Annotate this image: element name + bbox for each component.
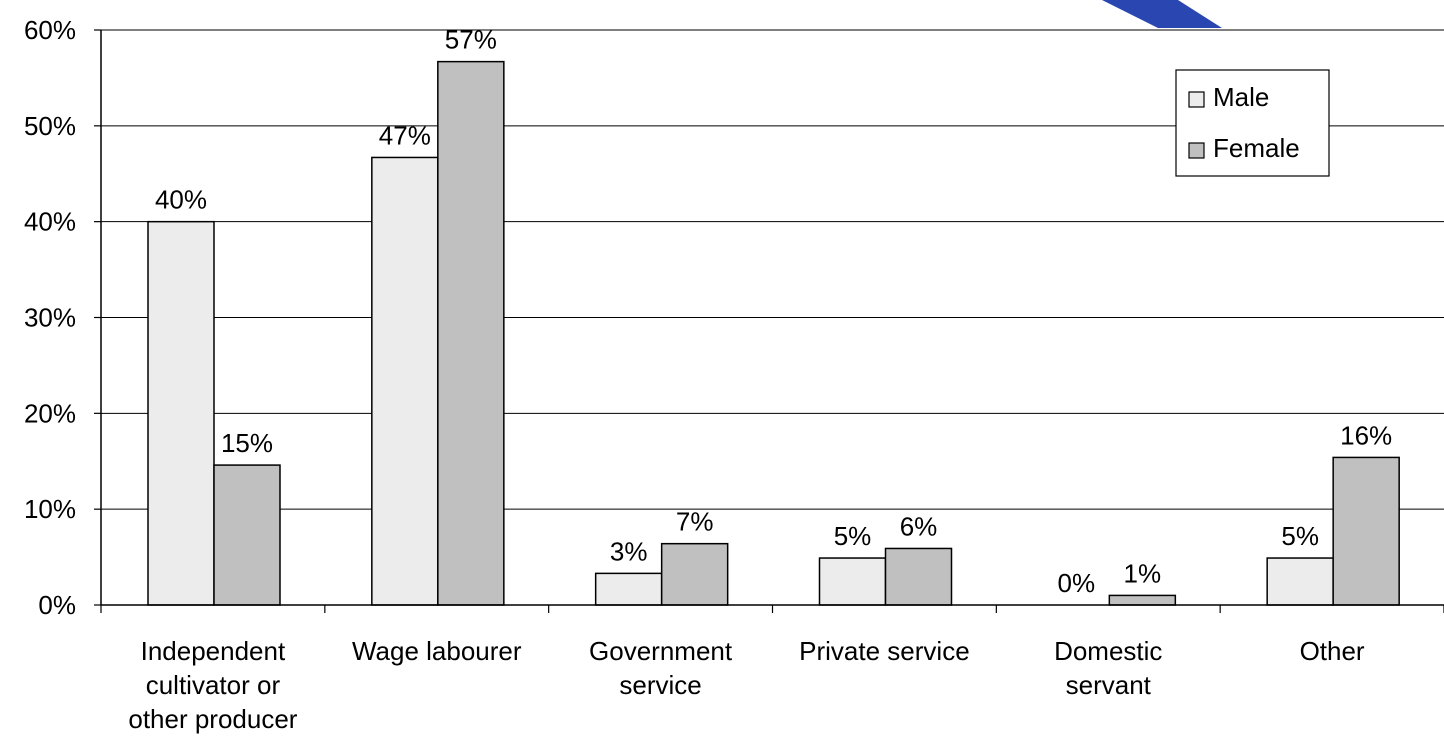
data-label: 0%: [1058, 568, 1096, 598]
bar-female: [1108, 594, 1177, 606]
legend-label-female: Female: [1213, 133, 1300, 163]
y-axis: 0% 10% 20% 30% 40% 50% 60%: [24, 15, 102, 620]
legend-swatch-female: [1188, 142, 1205, 159]
bar-male: [594, 572, 663, 606]
data-label: 3%: [610, 536, 648, 566]
y-tick-label: 20%: [24, 398, 76, 428]
data-label: 57%: [445, 25, 497, 55]
x-axis: Independent cultivator or other producer Wa…: [100, 604, 1444, 734]
corner-decoration: [1102, 0, 1222, 28]
category-label: Domestic servant: [1054, 636, 1162, 700]
y-tick-label: 10%: [24, 494, 76, 524]
bars: 40% 15% 47% 57% 3% 7% 5% 6% 0% 1% 5% 16%: [147, 25, 1400, 606]
bar-female: [213, 464, 281, 606]
legend: Male Female: [1175, 69, 1330, 177]
category-label: Other: [1300, 636, 1365, 666]
data-label: 16%: [1340, 420, 1392, 450]
bar-female: [1332, 456, 1400, 606]
y-tick-label: 40%: [24, 207, 76, 237]
data-label: 6%: [900, 511, 938, 541]
data-label: 5%: [1281, 521, 1319, 551]
category-label: Independent cultivator or other producer: [128, 636, 297, 734]
legend-swatch-male: [1188, 91, 1205, 108]
bar-female: [884, 547, 953, 606]
bar-female: [660, 542, 729, 606]
bar-female: [437, 60, 505, 606]
data-label: 7%: [676, 507, 714, 537]
y-tick-label: 60%: [24, 15, 76, 45]
data-label: 47%: [379, 120, 431, 150]
data-label: 15%: [221, 428, 273, 458]
data-label: 5%: [834, 521, 872, 551]
bar-male: [371, 156, 439, 606]
category-label: Wage labourer: [352, 636, 522, 666]
data-label: 40%: [155, 185, 207, 215]
category-label: Government service: [589, 636, 733, 700]
legend-label-male: Male: [1213, 82, 1269, 112]
y-tick-label: 30%: [24, 303, 76, 333]
bar-male: [1266, 557, 1334, 606]
category-label: Private service: [799, 636, 970, 666]
y-tick-label: 0%: [38, 590, 76, 620]
y-tick-label: 50%: [24, 111, 76, 141]
bar-male: [147, 220, 215, 606]
gridlines: [101, 29, 1444, 510]
data-label: 1%: [1124, 558, 1162, 588]
bar-male: [818, 557, 887, 606]
